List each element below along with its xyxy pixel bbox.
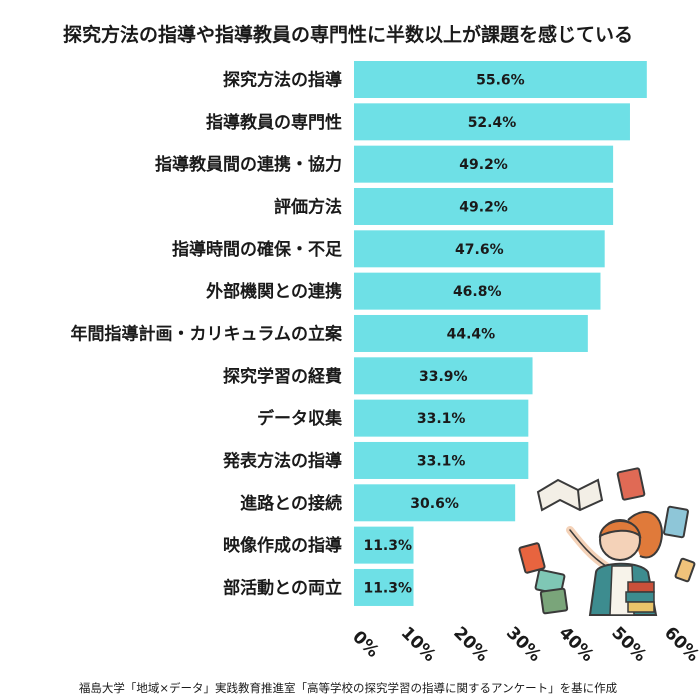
value-label: 44.4% <box>447 326 496 342</box>
bar <box>354 272 601 310</box>
student-with-books-illustration <box>518 467 696 616</box>
source-note: 福島大学「地域×データ」実践教育推進室「高等学校の探究学習の指導に関するアンケー… <box>79 681 618 695</box>
green-book-icon <box>539 587 569 615</box>
category-label: 指導教員間の連携・協力 <box>155 154 342 175</box>
bar <box>354 357 533 395</box>
value-label: 55.6% <box>476 73 525 89</box>
girl-figure <box>566 510 663 616</box>
value-label: 49.2% <box>459 157 508 173</box>
category-label: 外部機関との連携 <box>206 281 342 302</box>
blue-book-icon <box>663 505 689 539</box>
category-label: 部活動との両立 <box>223 577 342 598</box>
value-label: 33.1% <box>417 453 466 469</box>
value-label: 11.3% <box>363 580 412 596</box>
orange-book-icon <box>518 542 546 574</box>
bar-row: 探究方法の指導 55.6% <box>223 61 647 98</box>
value-label: 30.6% <box>410 496 459 512</box>
value-label: 11.3% <box>363 538 412 554</box>
category-label: 指導時間の確保・不足 <box>172 239 342 260</box>
category-label: 探究方法の指導 <box>223 70 342 91</box>
bar <box>354 145 614 183</box>
bar-row: 指導教員の専門性 52.4% <box>206 103 630 141</box>
open-book-icon <box>536 478 604 512</box>
value-label: 33.1% <box>417 411 466 427</box>
bar-row: 評価方法 49.2% <box>274 187 614 225</box>
bar <box>354 187 614 225</box>
category-label: 探究学習の経費 <box>223 366 342 387</box>
value-label: 33.9% <box>419 369 468 385</box>
tick-label: 50% <box>607 623 650 666</box>
bar-row: 指導教員間の連携・協力 49.2% <box>155 145 614 183</box>
category-label: データ収集 <box>257 408 343 429</box>
bars: 探究方法の指導 55.6% 指導教員の専門性 52.4% 指導教員間の連携・協力 49.2… <box>71 61 647 606</box>
bar <box>354 314 588 352</box>
bar-row: 部活動との両立 11.3% <box>223 568 414 606</box>
bar <box>354 526 414 564</box>
value-label: 47.6% <box>455 242 504 258</box>
value-label: 52.4% <box>468 115 517 131</box>
small-book-icon <box>674 557 696 583</box>
category-label: 映像作成の指導 <box>223 535 342 556</box>
category-label: 年間指導計画・カリキュラムの立案 <box>71 323 343 344</box>
tick-label: 30% <box>502 623 545 666</box>
bar-row: 外部機関との連携 46.8% <box>206 272 601 310</box>
bar-row: 進路との接続 30.6% <box>240 484 516 522</box>
tick-label: 0% <box>348 627 383 662</box>
bar <box>354 441 529 479</box>
tick-label: 10% <box>397 623 440 666</box>
bar-row: 映像作成の指導 11.3% <box>223 526 414 564</box>
category-label: 評価方法 <box>274 196 342 217</box>
red-book-icon <box>616 467 646 501</box>
bar <box>354 568 414 606</box>
chart-title: 探究方法の指導や指導教員の専門性に半数以上が課題を感じている <box>63 23 633 46</box>
category-label: 進路との接続 <box>240 493 342 514</box>
bar-row: 発表方法の指導 33.1% <box>222 441 529 479</box>
bar-row: 指導時間の確保・不足 47.6% <box>172 230 605 268</box>
x-axis: 0% 10% 20% 30% 40% 50% 60% <box>348 623 700 666</box>
bar <box>354 399 529 437</box>
tick-label: 60% <box>660 623 700 666</box>
bar <box>354 61 647 98</box>
value-label: 49.2% <box>459 199 508 215</box>
tick-label: 40% <box>555 623 598 666</box>
value-label: 46.8% <box>453 284 502 300</box>
bar-row: データ収集 33.1% <box>257 399 529 437</box>
category-label: 発表方法の指導 <box>222 450 342 471</box>
tick-label: 20% <box>449 623 492 666</box>
bar-row: 年間指導計画・カリキュラムの立案 44.4% <box>71 314 588 352</box>
bar <box>354 103 630 141</box>
bar-row: 探究学習の経費 33.9% <box>223 357 533 395</box>
bar <box>354 230 605 268</box>
category-label: 指導教員の専門性 <box>206 112 342 133</box>
bar <box>354 484 516 522</box>
